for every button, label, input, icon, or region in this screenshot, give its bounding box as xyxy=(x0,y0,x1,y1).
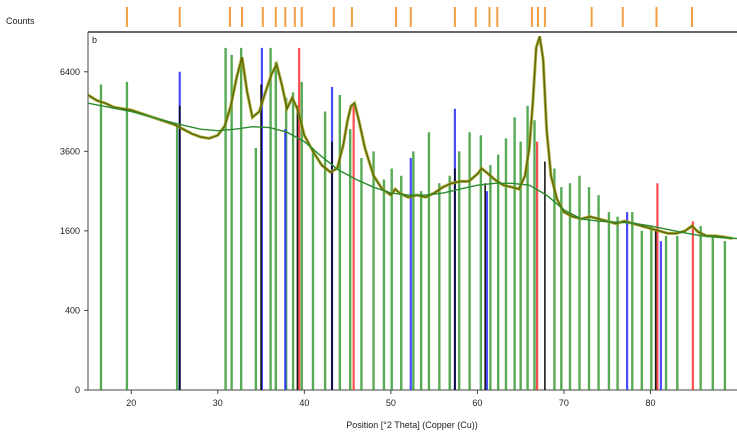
y-tick-label: 6400 xyxy=(60,67,80,77)
x-tick-label: 80 xyxy=(645,398,655,408)
y-tick-label: 400 xyxy=(65,305,80,315)
y-axis-title: Counts xyxy=(6,16,35,26)
background-curve xyxy=(87,102,737,240)
x-tick-label: 50 xyxy=(386,398,396,408)
x-tick-label: 30 xyxy=(213,398,223,408)
y-axis: 0 400 1600 3600 6400 xyxy=(60,67,88,395)
y-tick-label: 1600 xyxy=(60,226,80,236)
x-tick-label: 70 xyxy=(559,398,569,408)
x-tick-label: 60 xyxy=(472,398,482,408)
reference-marker-strip xyxy=(125,7,694,27)
x-axis: 20 30 40 50 60 70 80 xyxy=(126,390,655,408)
curves xyxy=(87,35,737,241)
x-tick-label: 20 xyxy=(126,398,136,408)
x-axis-title: Position [°2 Theta] (Copper (Cu)) xyxy=(346,420,478,430)
reference-bars xyxy=(99,47,727,390)
y-tick-label: 3600 xyxy=(60,146,80,156)
x-tick-label: 40 xyxy=(299,398,309,408)
y-tick-label: 0 xyxy=(75,385,80,395)
panel-label: b xyxy=(92,35,97,45)
